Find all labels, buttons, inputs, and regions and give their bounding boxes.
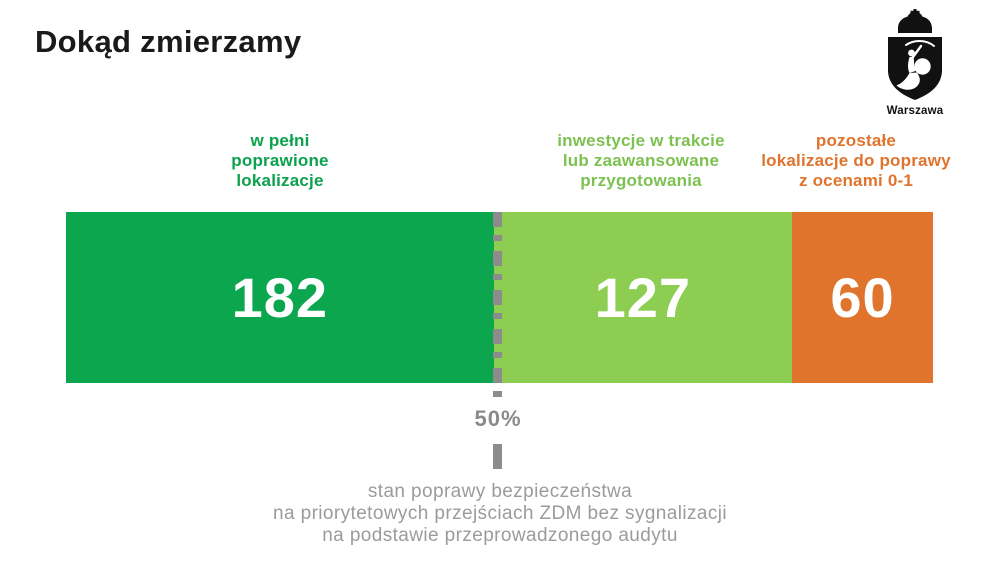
chart-caption-line: na podstawie przeprowadzonego audytu	[322, 525, 678, 546]
segment-label-line: z ocenami 0-1	[798, 171, 914, 190]
segment-label-line: poprawione	[231, 151, 329, 170]
warsaw-logo: Warszawa	[880, 9, 950, 117]
page-title: Dokąd zmierzamy	[35, 24, 302, 59]
segment-label-in-progress: inwestycje w trakcie lub zaawansowane pr…	[511, 131, 771, 191]
fifty-percent-marker-line	[493, 212, 502, 398]
bar-segment-remaining: 60	[792, 212, 933, 383]
segment-label-line: w pełni	[250, 131, 310, 150]
segment-label-line: przygotowania	[580, 171, 702, 190]
stacked-bar: 182 127 60	[66, 212, 933, 383]
segment-label-remaining: pozostałe lokalizacje do poprawy z ocena…	[726, 131, 986, 191]
chart-caption: stan poprawy bezpieczeństwa na priorytet…	[0, 481, 1000, 547]
logo-label: Warszawa	[886, 105, 944, 117]
segment-label-line: inwestycje w trakcie	[557, 131, 725, 150]
bar-segment-fully-corrected: 182	[66, 212, 494, 383]
segment-label-line: lub zaawansowane	[562, 151, 720, 170]
marker-dash	[493, 444, 502, 469]
segment-label-line: pozostałe	[815, 131, 897, 150]
bar-segment-in-progress: 127	[493, 212, 793, 383]
segment-value: 182	[231, 266, 329, 329]
chart-caption-line: stan poprawy bezpieczeństwa	[367, 481, 633, 502]
chart-caption-line: na priorytetowych przejściach ZDM bez sy…	[273, 503, 727, 524]
fifty-percent-label: 50%	[474, 406, 522, 431]
segment-value: 60	[830, 266, 895, 329]
segment-label-line: lokalizacje do poprawy	[761, 151, 951, 170]
segment-label-line: lokalizacje	[236, 171, 324, 190]
segment-label-fully-corrected: w pełni poprawione lokalizacje	[150, 131, 410, 191]
warsaw-crest-icon	[888, 9, 942, 100]
segment-value: 127	[594, 266, 692, 329]
